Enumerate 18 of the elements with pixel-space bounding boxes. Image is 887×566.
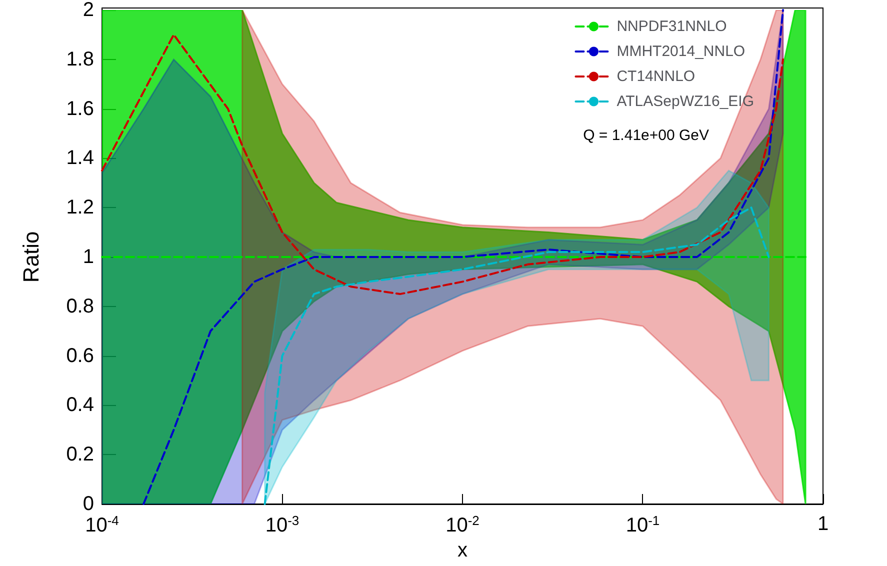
y-tick-label: 0.8 [66, 295, 94, 318]
legend-label: NNPDF31NNLO [616, 18, 727, 35]
y-tick-label: 0.6 [66, 344, 94, 367]
y-tick-label: 0.4 [66, 394, 94, 416]
x-axis-title: x [458, 539, 468, 562]
annotation: Q = 1.41e+00 GeV [583, 127, 710, 144]
y-tick-label: 1.6 [66, 98, 94, 120]
y-tick-label: 2 [82, 0, 94, 21]
y-tick-label: 1 [82, 246, 94, 268]
legend-label: MMHT2014_NNLO [616, 43, 746, 60]
y-axis-title: Ratio [18, 231, 44, 283]
y-tick-label: 1.2 [66, 196, 94, 219]
y-tick-label: 1.8 [66, 48, 94, 70]
y-tick-label: 0.2 [66, 444, 94, 466]
x-tick-label: 1 [817, 513, 829, 535]
y-tick-label: 0 [82, 493, 94, 515]
y-tick-label: 1.4 [66, 147, 94, 170]
legend-label: CT14NNLO [616, 68, 696, 85]
